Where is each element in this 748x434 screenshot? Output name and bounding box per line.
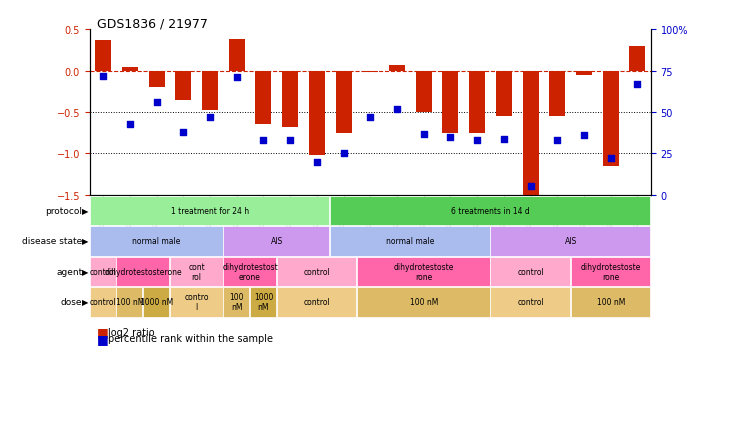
Point — [97, 73, 109, 80]
Point — [150, 99, 162, 106]
Point — [578, 132, 590, 139]
Bar — [336, 72, 352, 134]
Text: control: control — [90, 298, 117, 306]
Text: cont
rol: cont rol — [188, 262, 205, 281]
Point — [524, 184, 536, 191]
Bar — [255, 72, 272, 125]
Text: dose: dose — [61, 298, 82, 306]
Text: ■: ■ — [97, 332, 109, 345]
Text: ■: ■ — [97, 326, 109, 339]
Text: agent: agent — [56, 267, 82, 276]
Bar — [309, 72, 325, 156]
Text: log2 ratio: log2 ratio — [108, 327, 155, 337]
Text: control: control — [517, 267, 544, 276]
Bar — [362, 72, 378, 73]
Point — [444, 134, 456, 141]
Text: 100 nM: 100 nM — [116, 298, 144, 306]
Text: dihydrotestoste
rone: dihydrotestoste rone — [393, 262, 454, 281]
Text: 1000 nM: 1000 nM — [140, 298, 174, 306]
Bar — [549, 72, 565, 117]
Text: 100 nM: 100 nM — [596, 298, 625, 306]
Point — [417, 131, 429, 138]
Bar — [603, 72, 619, 166]
Text: GDS1836 / 21977: GDS1836 / 21977 — [97, 17, 208, 30]
Text: dihydrotestosterone: dihydrotestosterone — [105, 267, 182, 276]
Point — [177, 129, 189, 136]
Text: ▶: ▶ — [82, 207, 88, 215]
Bar — [523, 72, 539, 204]
Bar — [149, 72, 165, 88]
Bar — [175, 72, 191, 100]
Bar — [229, 40, 245, 72]
Text: ▶: ▶ — [82, 298, 88, 306]
Text: contro
l: contro l — [184, 293, 209, 312]
Bar — [389, 66, 405, 72]
Text: ▶: ▶ — [82, 267, 88, 276]
Point — [498, 136, 510, 143]
Text: protocol: protocol — [46, 207, 82, 215]
Text: control: control — [304, 298, 330, 306]
Bar — [202, 72, 218, 111]
Point — [284, 138, 296, 145]
Text: AIS: AIS — [271, 237, 283, 246]
Text: percentile rank within the sample: percentile rank within the sample — [108, 334, 274, 343]
Text: normal male: normal male — [132, 237, 181, 246]
Point — [391, 106, 403, 113]
Point — [124, 121, 136, 128]
Text: disease state: disease state — [22, 237, 82, 246]
Bar — [469, 72, 485, 134]
Point — [364, 114, 376, 121]
Text: dihydrotestoste
rone: dihydrotestoste rone — [580, 262, 641, 281]
Text: control: control — [90, 267, 117, 276]
Point — [257, 138, 269, 145]
Point — [337, 151, 349, 158]
Bar — [496, 72, 512, 117]
Bar — [416, 72, 432, 113]
Point — [204, 114, 216, 121]
Point — [631, 81, 643, 88]
Point — [471, 138, 483, 145]
Point — [311, 159, 323, 166]
Bar — [629, 47, 646, 72]
Text: 6 treatments in 14 d: 6 treatments in 14 d — [451, 207, 530, 215]
Point — [604, 155, 616, 162]
Text: AIS: AIS — [565, 237, 577, 246]
Text: control: control — [304, 267, 330, 276]
Point — [551, 138, 563, 145]
Bar — [282, 72, 298, 128]
Text: normal male: normal male — [386, 237, 435, 246]
Text: 100 nM: 100 nM — [409, 298, 438, 306]
Bar — [95, 41, 111, 72]
Text: 1 treatment for 24 h: 1 treatment for 24 h — [171, 207, 249, 215]
Bar — [442, 72, 459, 134]
Text: control: control — [517, 298, 544, 306]
Text: 100
nM: 100 nM — [230, 293, 244, 312]
Text: ▶: ▶ — [82, 237, 88, 246]
Point — [230, 75, 242, 82]
Text: dihydrotestost
erone: dihydrotestost erone — [222, 262, 278, 281]
Bar — [122, 67, 138, 72]
Text: 1000
nM: 1000 nM — [254, 293, 273, 312]
Bar — [576, 72, 592, 76]
